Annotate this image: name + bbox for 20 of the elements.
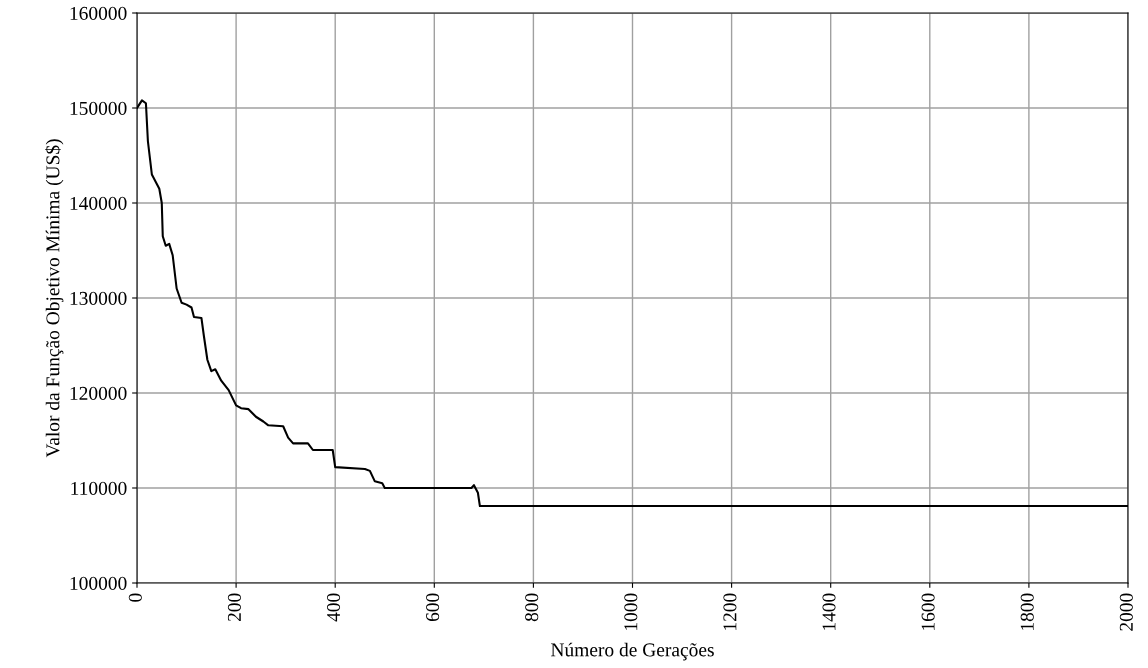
- x-tick-label: 1800: [1020, 593, 1034, 630]
- y-tick-label: 160000: [70, 6, 127, 20]
- y-tick-label: 130000: [70, 291, 127, 305]
- y-tick-label: 140000: [70, 196, 127, 210]
- x-tick-label: 0: [128, 593, 142, 602]
- y-tick-label: 100000: [70, 576, 127, 590]
- y-axis-title: Valor da Função Objetivo Mínima (US$): [45, 139, 64, 458]
- x-tick-label: 1600: [921, 593, 935, 630]
- x-tick-label: 600: [426, 593, 440, 622]
- y-tick-label: 120000: [70, 386, 127, 400]
- x-tick-label: 200: [227, 593, 241, 622]
- x-tick-label: 1400: [822, 593, 836, 630]
- x-tick-label: 400: [326, 593, 341, 622]
- y-tick-label: 110000: [71, 481, 127, 495]
- y-tick-label: 150000: [70, 101, 127, 115]
- x-tick-label: 800: [525, 593, 539, 622]
- x-tick-label: 2000: [1119, 593, 1133, 631]
- x-axis-title: Número de Gerações: [551, 642, 714, 661]
- x-tick-label: 1000: [624, 593, 638, 630]
- x-tick-label: 1200: [723, 593, 737, 630]
